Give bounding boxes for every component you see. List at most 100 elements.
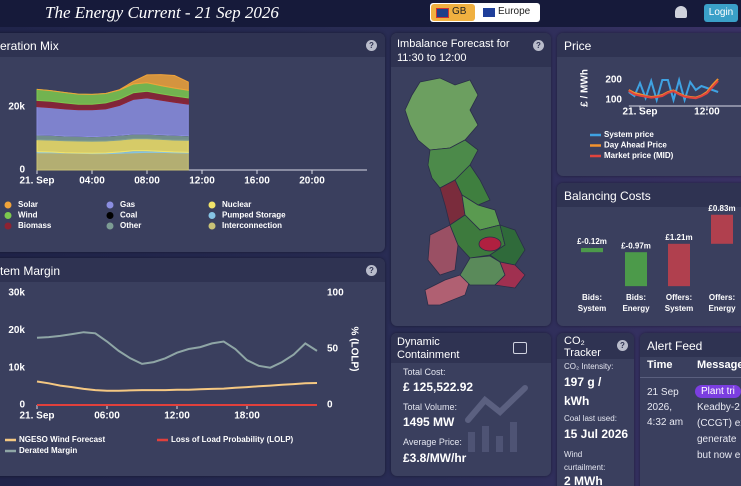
x-tick-label: 12:00 <box>189 176 215 187</box>
data-label: £-0.12m <box>577 237 607 246</box>
x-tick-label: 21. Sep <box>19 411 54 422</box>
co2-label: Wind curtailment: <box>564 450 606 472</box>
help-icon[interactable]: ? <box>366 40 377 51</box>
legend-marker <box>4 212 12 219</box>
list-icon[interactable] <box>513 342 527 354</box>
alert-message: Keadby-2 <box>697 402 740 413</box>
legend-label: Interconnection <box>222 221 282 230</box>
legend-label: Day Ahead Price <box>604 141 667 150</box>
legend-marker <box>4 222 12 230</box>
dc-value: 1495 MW <box>403 415 455 429</box>
y-tick-label: 0 <box>19 165 25 176</box>
dc-value: £ 125,522.92 <box>403 380 474 394</box>
alert-tag[interactable]: Plant tri <box>695 385 741 398</box>
panel-co2 <box>557 333 634 486</box>
header-bar <box>0 0 741 27</box>
x-tick-label: 08:00 <box>134 176 160 187</box>
panel-title: CO₂ Tracker <box>564 335 601 359</box>
legend-label: Market price (MID) <box>604 151 674 160</box>
flag-gb <box>436 8 449 18</box>
line <box>36 380 318 392</box>
area <box>36 151 189 171</box>
x-tick-label: 12:00 <box>164 411 190 422</box>
panel-title: Imbalance Forecast for 11:30 to 12:00 <box>397 38 510 64</box>
column-header: Time <box>647 359 673 371</box>
co2-value: 2 MWh <box>564 474 603 486</box>
dc-watermark-bars <box>468 422 517 452</box>
y2-axis-label: % (LOLP) <box>348 327 359 372</box>
legend-label: NGESO Wind Forecast <box>19 435 106 444</box>
column-header: Message <box>697 359 741 371</box>
legend-label: Nuclear <box>222 200 251 209</box>
bar <box>668 243 690 287</box>
map-region[interactable] <box>494 261 526 289</box>
legend-marker <box>106 201 114 209</box>
category-label: Offers: Energy <box>708 293 736 313</box>
bar <box>625 252 647 287</box>
region-gb[interactable]: GB <box>452 6 467 17</box>
map-region[interactable] <box>478 236 502 252</box>
dc-label: Total Volume: <box>403 402 458 412</box>
category-label: Offers: System <box>664 293 694 313</box>
panel-margin <box>0 258 385 476</box>
panel-title: Balancing Costs <box>564 189 651 203</box>
legend-marker <box>208 222 216 230</box>
y-tick-label: 30k <box>8 288 25 299</box>
dc-value: £3.8/MW/hr <box>403 451 467 465</box>
y-tick-label: 10k <box>8 362 25 373</box>
x-tick-label: 12:00 <box>694 107 720 118</box>
help-icon[interactable]: ? <box>533 40 544 51</box>
line <box>628 76 719 104</box>
bar <box>711 214 733 244</box>
dc-label: Average Price: <box>403 437 462 447</box>
x-tick-label: 04:00 <box>79 176 105 187</box>
app-title: The Energy Current - 21 Sep 2026 <box>45 3 279 22</box>
x-tick-label: 18:00 <box>234 411 260 422</box>
legend-label: Loss of Load Probability (LOLP) <box>171 435 294 444</box>
alert-message: but now e <box>697 450 741 461</box>
data-label: £0.83m <box>708 204 735 213</box>
y-tick-label: 0 <box>19 400 25 411</box>
alert-time: 21 Sep 2026, 4:32 am <box>647 387 684 428</box>
legend-marker <box>106 222 114 230</box>
divider <box>640 377 741 378</box>
x-tick-label: 21. Sep <box>19 176 54 187</box>
panel-alert <box>640 333 741 486</box>
y-tick-label: 100 <box>605 95 622 106</box>
map-region[interactable] <box>404 77 479 151</box>
legend-label: Coal <box>120 211 137 220</box>
panel-price <box>557 33 741 176</box>
line <box>36 331 318 369</box>
legend-marker <box>4 201 12 209</box>
panel-title: tem Margin <box>0 264 61 278</box>
legend-label: System price <box>604 130 654 139</box>
legend-marker <box>208 201 216 209</box>
legend-label: Biomass <box>18 221 52 230</box>
legend-label: Wind <box>18 211 38 220</box>
panel-title: Alert Feed <box>647 339 703 353</box>
alert-message: (CCGT) ex <box>697 418 741 429</box>
map-region[interactable] <box>424 274 471 306</box>
gb-map <box>404 77 526 306</box>
co2-value: 15 Jul 2026 <box>564 427 629 441</box>
alert-message: generate <box>697 434 737 445</box>
login-button[interactable]: Login <box>704 4 738 22</box>
bar <box>581 248 603 253</box>
help-icon[interactable]: ? <box>617 340 628 351</box>
legend-label: Other <box>120 221 141 230</box>
region-europe[interactable]: Europe <box>498 6 531 17</box>
bell-icon[interactable] <box>675 6 687 18</box>
x-tick-label: 06:00 <box>94 411 120 422</box>
y-tick-label: 200 <box>605 75 622 86</box>
dc-watermark <box>465 385 528 423</box>
legend-label: Derated Margin <box>19 446 77 455</box>
flag-eu <box>483 8 495 17</box>
co2-label: Coal last used: <box>564 414 617 423</box>
legend-marker <box>208 212 216 219</box>
x-tick-label: 20:00 <box>299 176 325 187</box>
y-tick-label: 20k <box>8 325 25 336</box>
help-icon[interactable]: ? <box>366 265 377 276</box>
y-tick-label: 20k <box>8 102 25 113</box>
